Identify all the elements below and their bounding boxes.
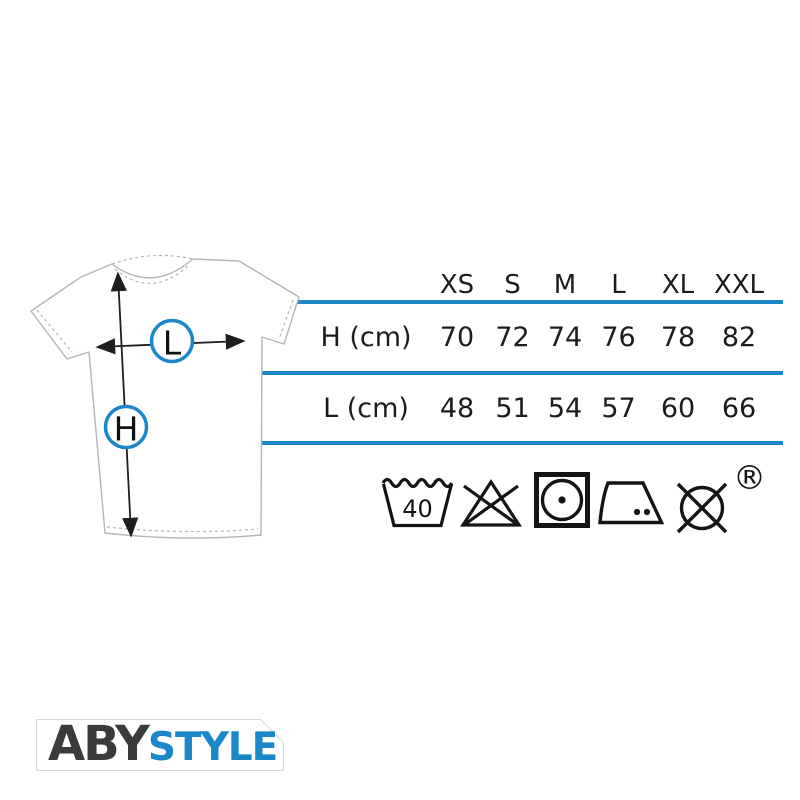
tumble-dry-icon [534,472,590,528]
size-column-xxl: XXL [713,270,765,300]
do-not-bleach-icon [460,479,522,527]
height-label-circle [103,404,149,450]
width-value-m: 54 [547,392,583,424]
width-value-xs: 48 [439,392,475,424]
width-value-l: 57 [601,392,636,424]
wash-40-icon: 40 [381,477,454,528]
logo-text-style: STYLE [147,725,278,770]
height-row: H (cm) 70 72 74 76 78 82 [303,304,769,371]
width-row: L (cm) 48 51 54 57 60 66 [303,375,769,441]
width-value-s: 51 [495,392,530,424]
iron-icon [598,481,665,525]
logo-text-aby: ABY [48,716,150,772]
svg-text:40: 40 [402,495,433,523]
height-arrow [110,271,139,538]
height-value-l: 76 [601,322,636,353]
width-value-xxl: 66 [721,392,757,424]
height-value-xl: 78 [660,322,696,353]
table-line-middle [254,371,783,375]
brand-logo: ABY STYLE [36,719,284,771]
height-value-s: 72 [495,322,530,353]
tshirt-seams [36,254,294,533]
height-row-label: H (cm) [320,322,412,353]
size-column-xs: XS [439,270,475,300]
size-table-header-row: XS S M L XL XXL [303,268,769,300]
table-line-top [288,300,783,304]
size-column-m: M [553,270,577,300]
do-not-dry-clean-icon [676,482,728,534]
height-value-xs: 70 [439,322,475,353]
size-column-xl: XL [661,270,695,300]
height-label: H [114,410,139,449]
height-value-m: 74 [547,322,583,353]
tshirt-measurement-diagram: L H [30,254,300,539]
width-value-xl: 60 [660,392,696,424]
registered-trademark-icon: ® [733,458,766,497]
width-label: L [163,324,182,363]
width-label-circle [149,318,195,364]
size-column-s: S [504,270,521,300]
size-column-l: L [611,270,626,300]
table-line-bottom [262,441,783,445]
tshirt-outline [30,258,300,539]
logo-wordmark: ABY STYLE [48,716,278,772]
height-value-xxl: 82 [721,322,757,353]
logo-frame [36,719,284,771]
width-row-label: L (cm) [323,392,409,424]
